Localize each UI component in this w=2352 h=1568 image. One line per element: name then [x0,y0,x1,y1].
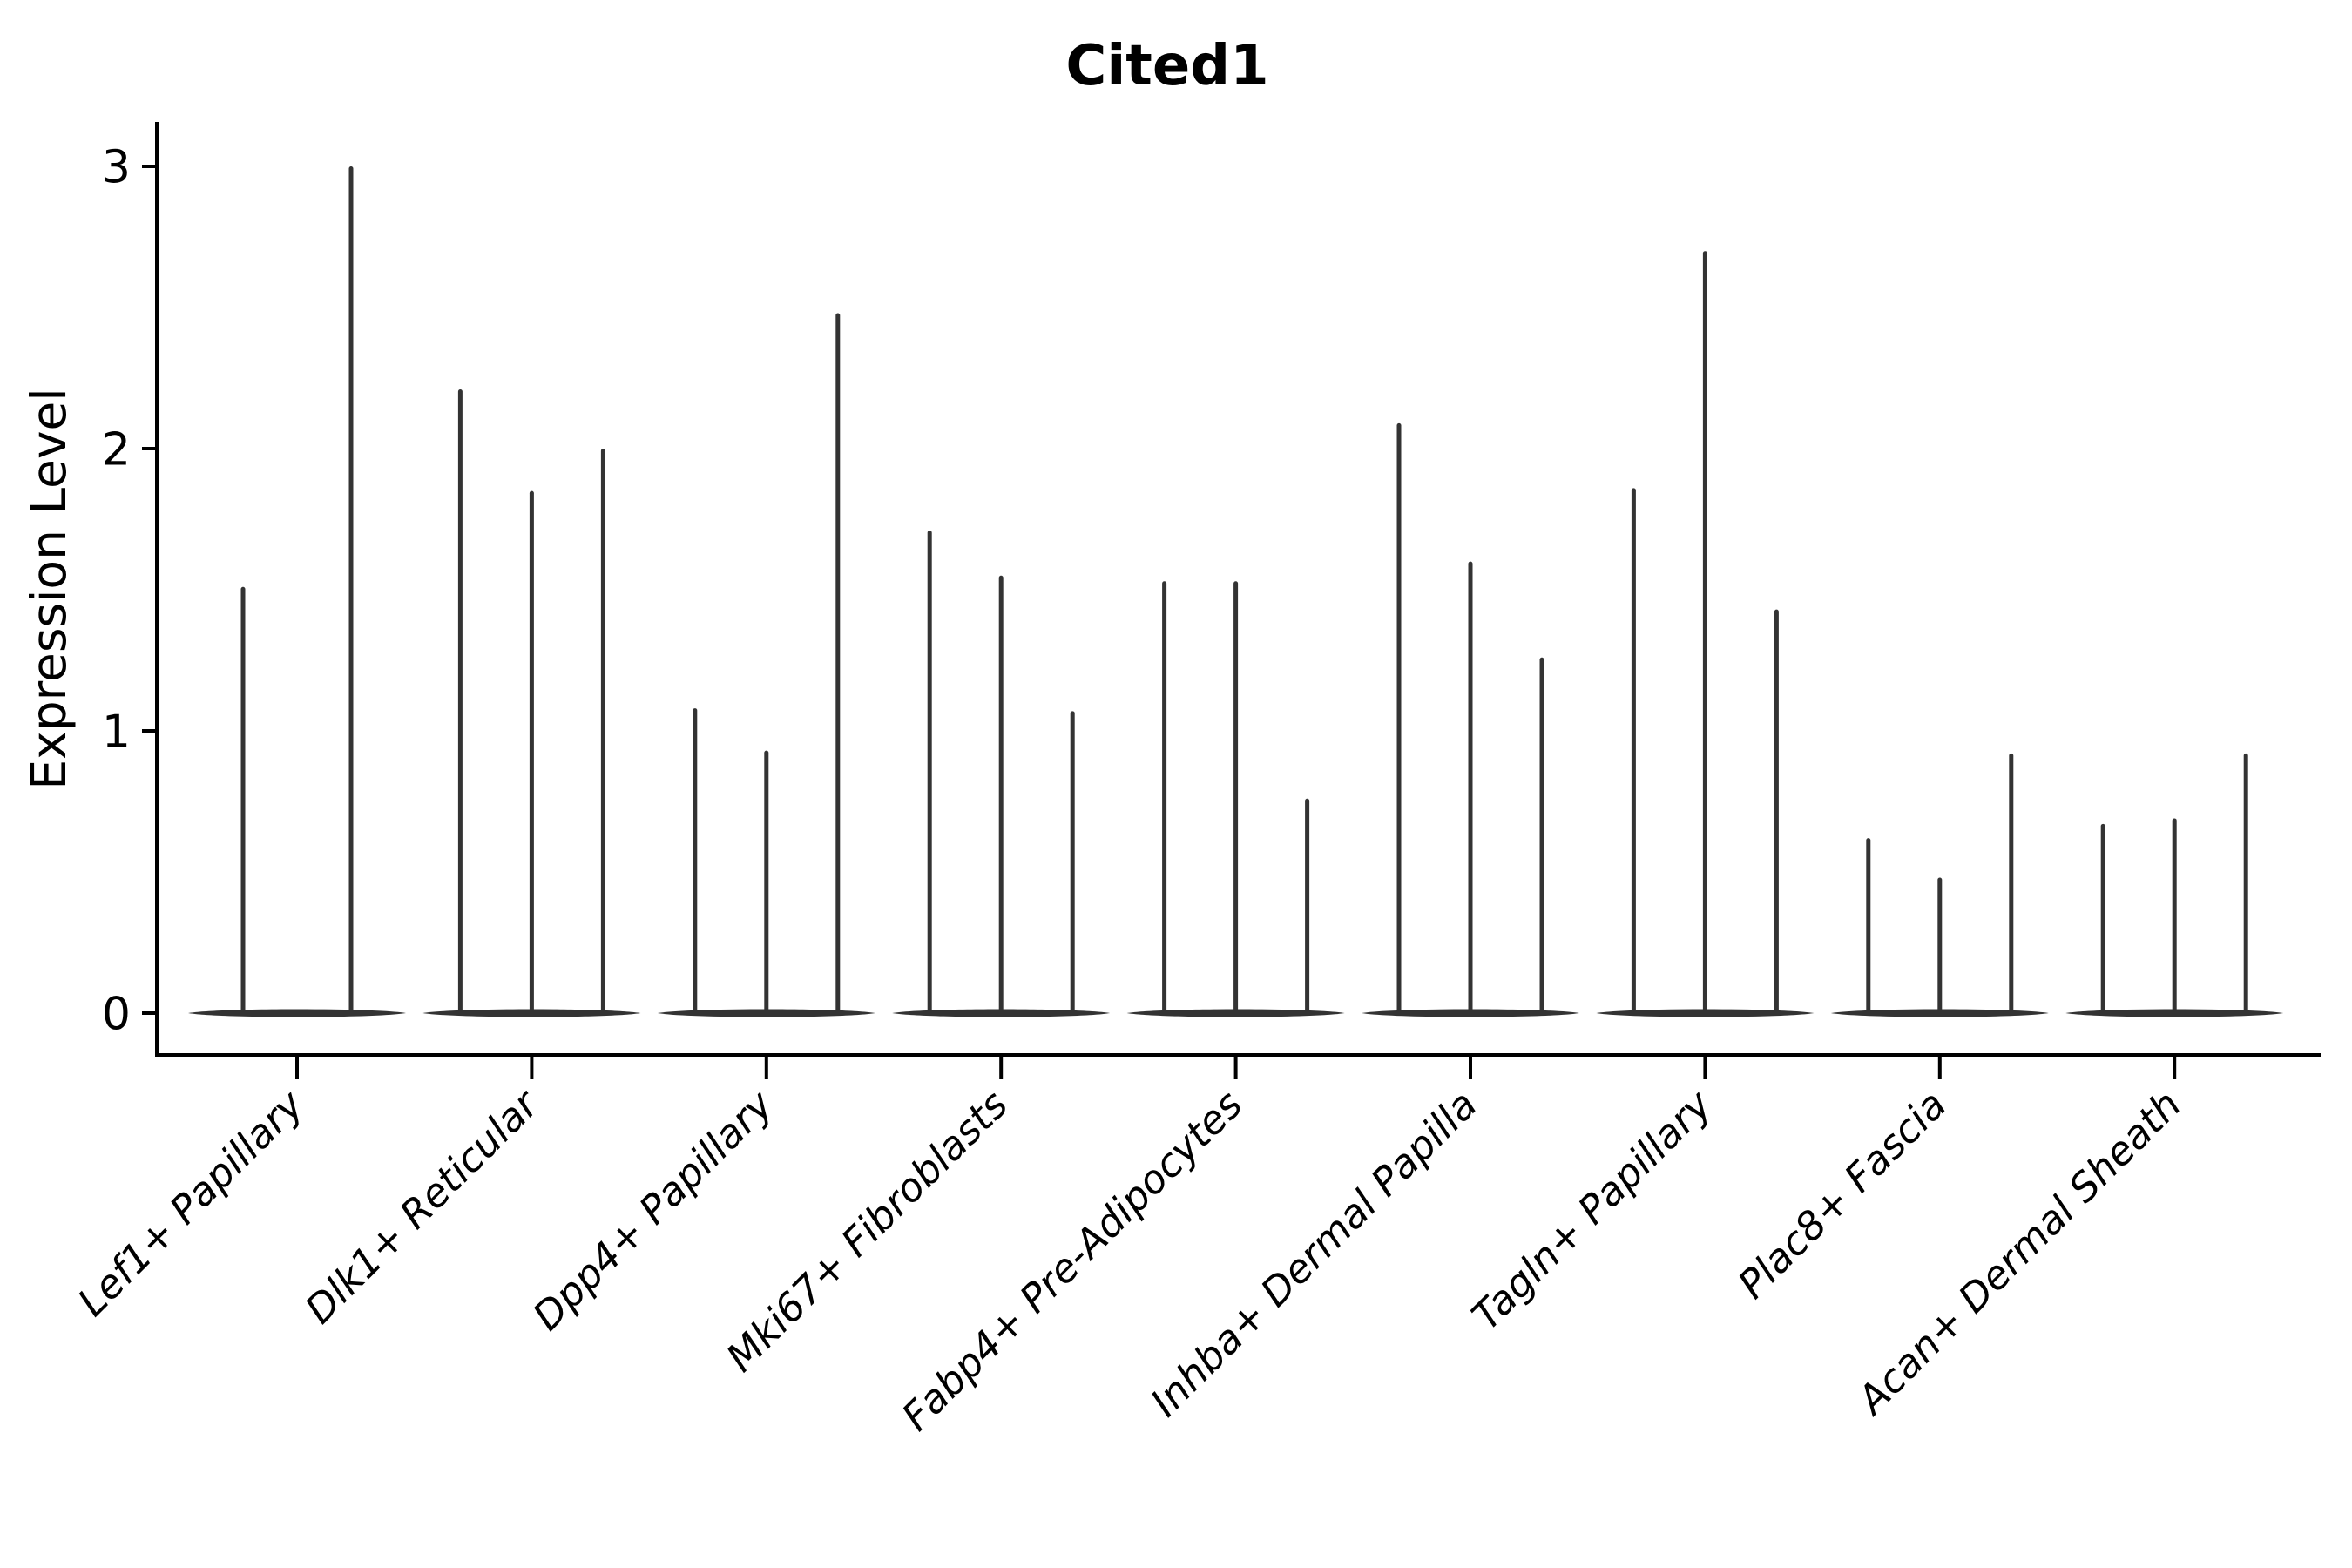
violins-layer [188,166,2284,1017]
violin-base [422,1009,641,1017]
y-tick-label: 1 [102,706,131,759]
x-category-label: Dlk1+ Reticular [296,1080,549,1333]
violin-base [1830,1009,2049,1017]
x-category-label: Tagln+ Papillary [1463,1080,1721,1339]
violin-base [657,1009,875,1017]
x-category-label: Lef1+ Papillary [69,1080,314,1325]
violin-base [2065,1009,2284,1017]
chart-title: Cited1 [1065,34,1268,98]
violin-base [1126,1009,1345,1017]
y-tick-label: 2 [102,424,131,476]
violin-base [1596,1009,1815,1017]
violin-base [1362,1009,1579,1017]
y-tick-label: 3 [102,142,131,194]
x-category-label: Dpp4+ Papillary [524,1080,782,1339]
y-tick-label: 0 [102,989,131,1041]
violin-base [188,1009,406,1017]
violin-base [892,1009,1111,1017]
x-category-label: Plac8+ Fascia [1729,1081,1956,1308]
y-axis-label: Expression Level [21,388,77,789]
